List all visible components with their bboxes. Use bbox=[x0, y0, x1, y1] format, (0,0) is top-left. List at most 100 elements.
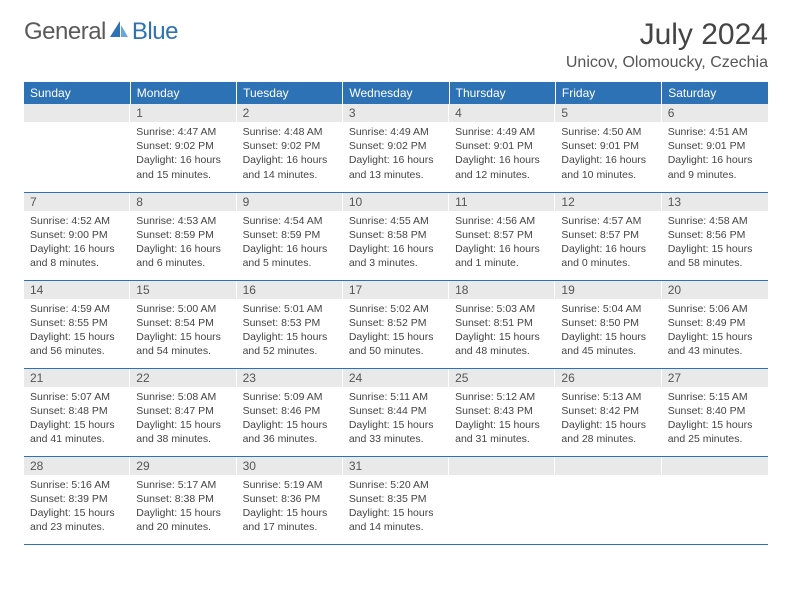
day-number-empty bbox=[555, 457, 661, 475]
calendar-cell: 13Sunrise: 4:58 AMSunset: 8:56 PMDayligh… bbox=[662, 192, 768, 280]
calendar-cell: 12Sunrise: 4:57 AMSunset: 8:57 PMDayligh… bbox=[555, 192, 661, 280]
calendar-cell: 6Sunrise: 4:51 AMSunset: 9:01 PMDaylight… bbox=[662, 104, 768, 192]
weekday-header: Tuesday bbox=[237, 82, 343, 104]
calendar-table: Sunday Monday Tuesday Wednesday Thursday… bbox=[24, 82, 768, 545]
day-number: 6 bbox=[662, 104, 768, 122]
calendar-cell: 25Sunrise: 5:12 AMSunset: 8:43 PMDayligh… bbox=[449, 368, 555, 456]
day-content: Sunrise: 5:12 AMSunset: 8:43 PMDaylight:… bbox=[449, 387, 555, 451]
calendar-cell: 23Sunrise: 5:09 AMSunset: 8:46 PMDayligh… bbox=[237, 368, 343, 456]
weekday-header-row: Sunday Monday Tuesday Wednesday Thursday… bbox=[24, 82, 768, 104]
day-number: 19 bbox=[555, 281, 661, 299]
calendar-cell: 11Sunrise: 4:56 AMSunset: 8:57 PMDayligh… bbox=[449, 192, 555, 280]
day-number: 22 bbox=[130, 369, 236, 387]
logo-text-general: General bbox=[24, 18, 106, 46]
day-number: 8 bbox=[130, 193, 236, 211]
day-content: Sunrise: 4:53 AMSunset: 8:59 PMDaylight:… bbox=[130, 211, 236, 275]
day-number: 28 bbox=[24, 457, 130, 475]
day-number: 9 bbox=[237, 193, 343, 211]
calendar-cell: 8Sunrise: 4:53 AMSunset: 8:59 PMDaylight… bbox=[130, 192, 236, 280]
day-content: Sunrise: 5:04 AMSunset: 8:50 PMDaylight:… bbox=[555, 299, 661, 363]
weekday-header: Thursday bbox=[449, 82, 555, 104]
day-content: Sunrise: 5:17 AMSunset: 8:38 PMDaylight:… bbox=[130, 475, 236, 539]
day-content: Sunrise: 4:49 AMSunset: 9:02 PMDaylight:… bbox=[343, 122, 449, 186]
day-content: Sunrise: 5:20 AMSunset: 8:35 PMDaylight:… bbox=[343, 475, 449, 539]
calendar-cell: 16Sunrise: 5:01 AMSunset: 8:53 PMDayligh… bbox=[237, 280, 343, 368]
day-content: Sunrise: 5:00 AMSunset: 8:54 PMDaylight:… bbox=[130, 299, 236, 363]
calendar-cell: 24Sunrise: 5:11 AMSunset: 8:44 PMDayligh… bbox=[343, 368, 449, 456]
calendar-cell bbox=[24, 104, 130, 192]
calendar-cell: 22Sunrise: 5:08 AMSunset: 8:47 PMDayligh… bbox=[130, 368, 236, 456]
calendar-cell: 17Sunrise: 5:02 AMSunset: 8:52 PMDayligh… bbox=[343, 280, 449, 368]
day-content: Sunrise: 5:08 AMSunset: 8:47 PMDaylight:… bbox=[130, 387, 236, 451]
calendar-cell: 27Sunrise: 5:15 AMSunset: 8:40 PMDayligh… bbox=[662, 368, 768, 456]
day-number: 11 bbox=[449, 193, 555, 211]
day-number: 31 bbox=[343, 457, 449, 475]
calendar-row: 7Sunrise: 4:52 AMSunset: 9:00 PMDaylight… bbox=[24, 192, 768, 280]
calendar-row: 14Sunrise: 4:59 AMSunset: 8:55 PMDayligh… bbox=[24, 280, 768, 368]
day-number: 25 bbox=[449, 369, 555, 387]
day-content: Sunrise: 5:03 AMSunset: 8:51 PMDaylight:… bbox=[449, 299, 555, 363]
day-content: Sunrise: 4:50 AMSunset: 9:01 PMDaylight:… bbox=[555, 122, 661, 186]
calendar-cell: 29Sunrise: 5:17 AMSunset: 8:38 PMDayligh… bbox=[130, 456, 236, 544]
calendar-cell: 18Sunrise: 5:03 AMSunset: 8:51 PMDayligh… bbox=[449, 280, 555, 368]
calendar-row: 21Sunrise: 5:07 AMSunset: 8:48 PMDayligh… bbox=[24, 368, 768, 456]
day-number: 26 bbox=[555, 369, 661, 387]
day-number: 10 bbox=[343, 193, 449, 211]
day-number: 23 bbox=[237, 369, 343, 387]
day-number: 24 bbox=[343, 369, 449, 387]
day-content: Sunrise: 4:47 AMSunset: 9:02 PMDaylight:… bbox=[130, 122, 236, 186]
day-content: Sunrise: 5:02 AMSunset: 8:52 PMDaylight:… bbox=[343, 299, 449, 363]
day-content: Sunrise: 4:56 AMSunset: 8:57 PMDaylight:… bbox=[449, 211, 555, 275]
day-content: Sunrise: 4:48 AMSunset: 9:02 PMDaylight:… bbox=[237, 122, 343, 186]
day-content: Sunrise: 5:09 AMSunset: 8:46 PMDaylight:… bbox=[237, 387, 343, 451]
calendar-cell: 9Sunrise: 4:54 AMSunset: 8:59 PMDaylight… bbox=[237, 192, 343, 280]
day-content: Sunrise: 4:51 AMSunset: 9:01 PMDaylight:… bbox=[662, 122, 768, 186]
calendar-cell: 30Sunrise: 5:19 AMSunset: 8:36 PMDayligh… bbox=[237, 456, 343, 544]
day-number-empty bbox=[449, 457, 555, 475]
calendar-row: 1Sunrise: 4:47 AMSunset: 9:02 PMDaylight… bbox=[24, 104, 768, 192]
day-content: Sunrise: 5:07 AMSunset: 8:48 PMDaylight:… bbox=[24, 387, 130, 451]
day-number: 5 bbox=[555, 104, 661, 122]
day-number: 3 bbox=[343, 104, 449, 122]
day-content: Sunrise: 4:54 AMSunset: 8:59 PMDaylight:… bbox=[237, 211, 343, 275]
day-content: Sunrise: 5:16 AMSunset: 8:39 PMDaylight:… bbox=[24, 475, 130, 539]
day-number: 12 bbox=[555, 193, 661, 211]
day-content: Sunrise: 4:52 AMSunset: 9:00 PMDaylight:… bbox=[24, 211, 130, 275]
calendar-cell bbox=[449, 456, 555, 544]
day-content: Sunrise: 5:01 AMSunset: 8:53 PMDaylight:… bbox=[237, 299, 343, 363]
logo: General Blue bbox=[24, 18, 178, 46]
day-number: 4 bbox=[449, 104, 555, 122]
calendar-cell: 31Sunrise: 5:20 AMSunset: 8:35 PMDayligh… bbox=[343, 456, 449, 544]
calendar-cell: 28Sunrise: 5:16 AMSunset: 8:39 PMDayligh… bbox=[24, 456, 130, 544]
day-number: 7 bbox=[24, 193, 130, 211]
day-number-empty bbox=[24, 104, 130, 122]
day-number: 1 bbox=[130, 104, 236, 122]
calendar-cell: 14Sunrise: 4:59 AMSunset: 8:55 PMDayligh… bbox=[24, 280, 130, 368]
day-number: 20 bbox=[662, 281, 768, 299]
logo-text-blue: Blue bbox=[132, 18, 178, 46]
calendar-cell: 10Sunrise: 4:55 AMSunset: 8:58 PMDayligh… bbox=[343, 192, 449, 280]
day-content: Sunrise: 5:11 AMSunset: 8:44 PMDaylight:… bbox=[343, 387, 449, 451]
day-number: 30 bbox=[237, 457, 343, 475]
day-number: 2 bbox=[237, 104, 343, 122]
day-number: 15 bbox=[130, 281, 236, 299]
day-content: Sunrise: 4:57 AMSunset: 8:57 PMDaylight:… bbox=[555, 211, 661, 275]
day-number: 18 bbox=[449, 281, 555, 299]
day-content: Sunrise: 5:06 AMSunset: 8:49 PMDaylight:… bbox=[662, 299, 768, 363]
title-block: July 2024 Unicov, Olomoucky, Czechia bbox=[566, 18, 768, 72]
day-content: Sunrise: 5:19 AMSunset: 8:36 PMDaylight:… bbox=[237, 475, 343, 539]
day-number: 27 bbox=[662, 369, 768, 387]
sail-icon bbox=[108, 19, 130, 46]
day-number: 17 bbox=[343, 281, 449, 299]
day-number-empty bbox=[662, 457, 768, 475]
day-content: Sunrise: 5:15 AMSunset: 8:40 PMDaylight:… bbox=[662, 387, 768, 451]
month-title: July 2024 bbox=[566, 18, 768, 52]
calendar-row: 28Sunrise: 5:16 AMSunset: 8:39 PMDayligh… bbox=[24, 456, 768, 544]
calendar-cell: 20Sunrise: 5:06 AMSunset: 8:49 PMDayligh… bbox=[662, 280, 768, 368]
calendar-cell: 2Sunrise: 4:48 AMSunset: 9:02 PMDaylight… bbox=[237, 104, 343, 192]
day-number: 13 bbox=[662, 193, 768, 211]
weekday-header: Saturday bbox=[662, 82, 768, 104]
day-number: 14 bbox=[24, 281, 130, 299]
weekday-header: Wednesday bbox=[343, 82, 449, 104]
calendar-cell: 3Sunrise: 4:49 AMSunset: 9:02 PMDaylight… bbox=[343, 104, 449, 192]
